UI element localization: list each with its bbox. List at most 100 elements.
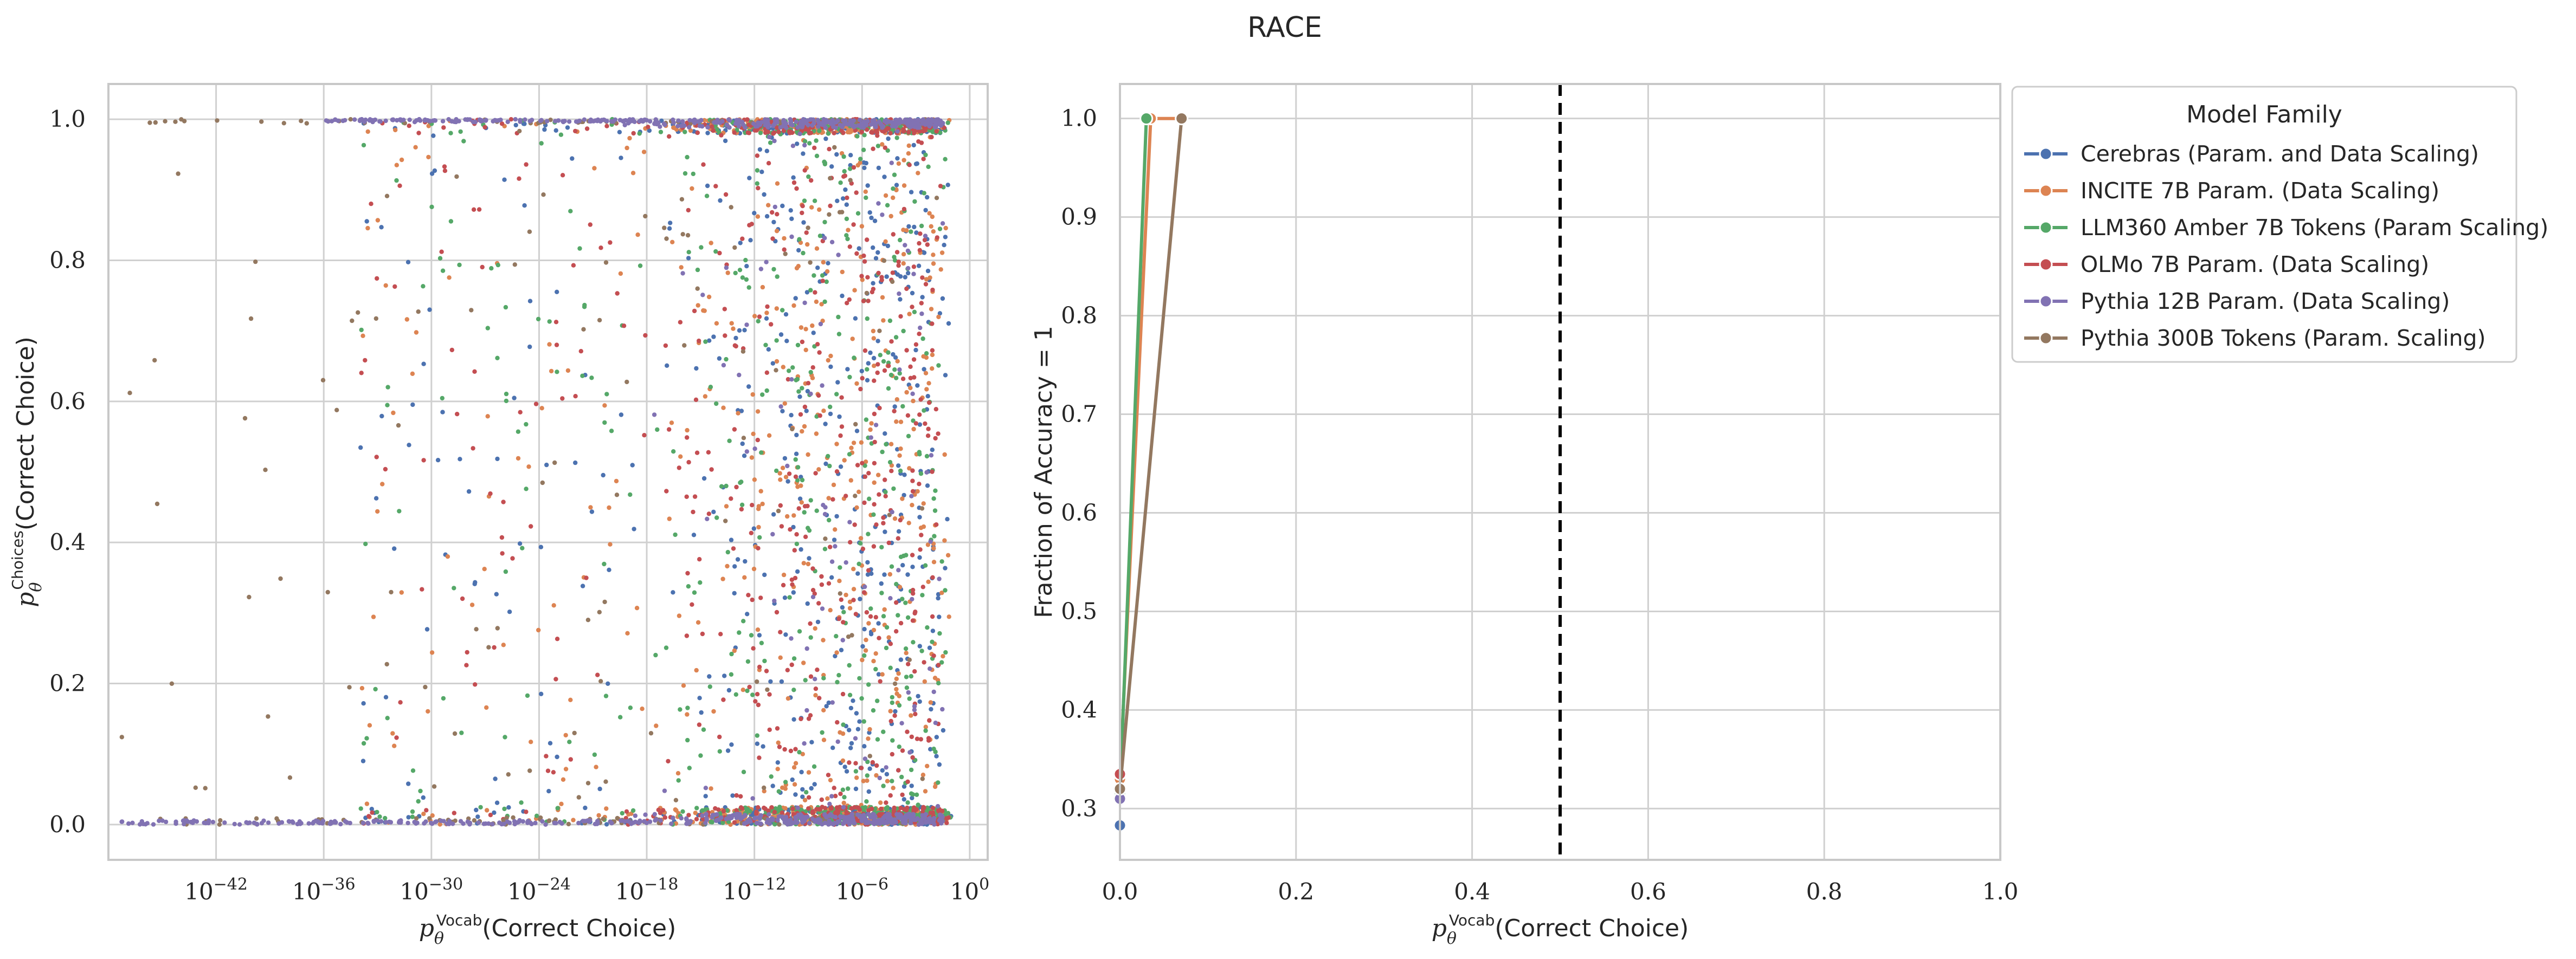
scatter-point — [827, 517, 832, 523]
scatter-point — [369, 202, 373, 206]
scatter-point — [923, 282, 929, 287]
scatter-point — [732, 564, 737, 569]
scatter-point — [394, 735, 399, 740]
scatter-point — [731, 546, 736, 551]
scatter-point — [821, 260, 826, 265]
scatter-point — [841, 620, 846, 625]
scatter-point — [130, 820, 135, 826]
scatter-point — [910, 795, 915, 801]
series-line — [1118, 118, 1148, 794]
scatter-point — [729, 205, 733, 210]
scatter-point — [516, 456, 521, 461]
scatter-point — [503, 569, 508, 574]
scatter-point — [375, 218, 381, 223]
scatter-point — [152, 358, 157, 363]
scatter-point — [770, 783, 775, 788]
scatter-point — [571, 263, 576, 268]
scatter-point — [580, 584, 585, 588]
scatter-point — [804, 708, 809, 713]
scatter-point — [866, 568, 871, 573]
scatter-point — [822, 299, 827, 304]
scatter-point — [478, 805, 483, 810]
scatter-point — [529, 740, 533, 744]
scatter-point — [440, 119, 446, 124]
scatter-point — [790, 426, 795, 432]
scatter-point — [895, 156, 900, 161]
legend-label: Pythia 12B Param. (Data Scaling) — [2081, 288, 2450, 314]
scatter-point — [503, 735, 507, 740]
scatter-point — [913, 421, 919, 426]
scatter-point — [785, 377, 791, 382]
scatter-point — [809, 178, 814, 183]
scatter-point — [780, 203, 785, 209]
scatter-point — [596, 813, 601, 818]
scatter-point — [375, 276, 379, 281]
scatter-point — [432, 784, 437, 789]
scatter-point — [366, 814, 371, 819]
scatter-point — [713, 184, 718, 189]
legend-label: INCITE 7B Param. (Data Scaling) — [2081, 178, 2439, 204]
scatter-point — [483, 821, 488, 826]
scatter-point — [840, 758, 846, 763]
scatter-point — [934, 117, 939, 122]
scatter-point — [876, 201, 881, 206]
scatter-point — [441, 125, 446, 130]
scatter-point — [898, 813, 903, 818]
scatter-point — [743, 559, 748, 564]
scatter-point — [911, 640, 916, 645]
scatter-point — [755, 692, 760, 697]
scatter-point — [602, 420, 607, 425]
scatter-point — [745, 659, 751, 664]
scatter-point — [543, 822, 548, 827]
scatter-point — [940, 221, 945, 226]
scatter-point — [553, 128, 558, 133]
scatter-point — [551, 770, 556, 775]
scatter-point — [295, 821, 300, 827]
scatter-point — [762, 785, 767, 790]
scatter-point — [881, 515, 886, 520]
scatter-point — [802, 741, 807, 746]
scatter-point — [918, 547, 923, 552]
scatter-point — [729, 496, 733, 501]
x-tick-label: 10−42 — [184, 875, 248, 905]
scatter-point — [625, 631, 630, 636]
scatter-point — [888, 213, 893, 219]
scatter-point — [697, 124, 703, 128]
scatter-point — [901, 261, 906, 266]
scatter-point — [896, 568, 901, 573]
scatter-point — [789, 413, 794, 418]
scatter-point — [928, 700, 933, 705]
scatter-point — [675, 124, 680, 128]
scatter-point — [872, 439, 877, 445]
scatter-point — [808, 370, 813, 375]
scatter-point — [740, 815, 745, 820]
scatter-point — [485, 808, 490, 813]
scatter-point — [943, 225, 948, 231]
scatter-point — [788, 527, 793, 532]
scatter-point — [833, 811, 838, 815]
scatter-point — [883, 477, 887, 482]
scatter-point — [756, 186, 761, 191]
scatter-point — [872, 502, 877, 507]
scatter-point — [790, 806, 795, 811]
scatter-point — [901, 206, 907, 212]
scatter-point — [897, 453, 902, 458]
scatter-point — [943, 157, 948, 161]
scatter-point — [755, 437, 761, 443]
scatter-point — [764, 316, 769, 321]
scatter-point — [927, 718, 932, 723]
scatter-point — [928, 121, 933, 127]
scatter-point — [508, 117, 514, 122]
scatter-point — [910, 597, 915, 602]
scatter-point — [888, 642, 893, 646]
scatter-point — [627, 135, 632, 141]
scatter-point — [936, 780, 941, 785]
scatter-point — [904, 348, 909, 353]
scatter-point — [154, 501, 160, 507]
scatter-point — [482, 125, 487, 129]
scatter-point — [772, 138, 777, 144]
scatter-point — [870, 118, 875, 124]
scatter-point — [747, 684, 752, 690]
scatter-point — [572, 730, 577, 736]
